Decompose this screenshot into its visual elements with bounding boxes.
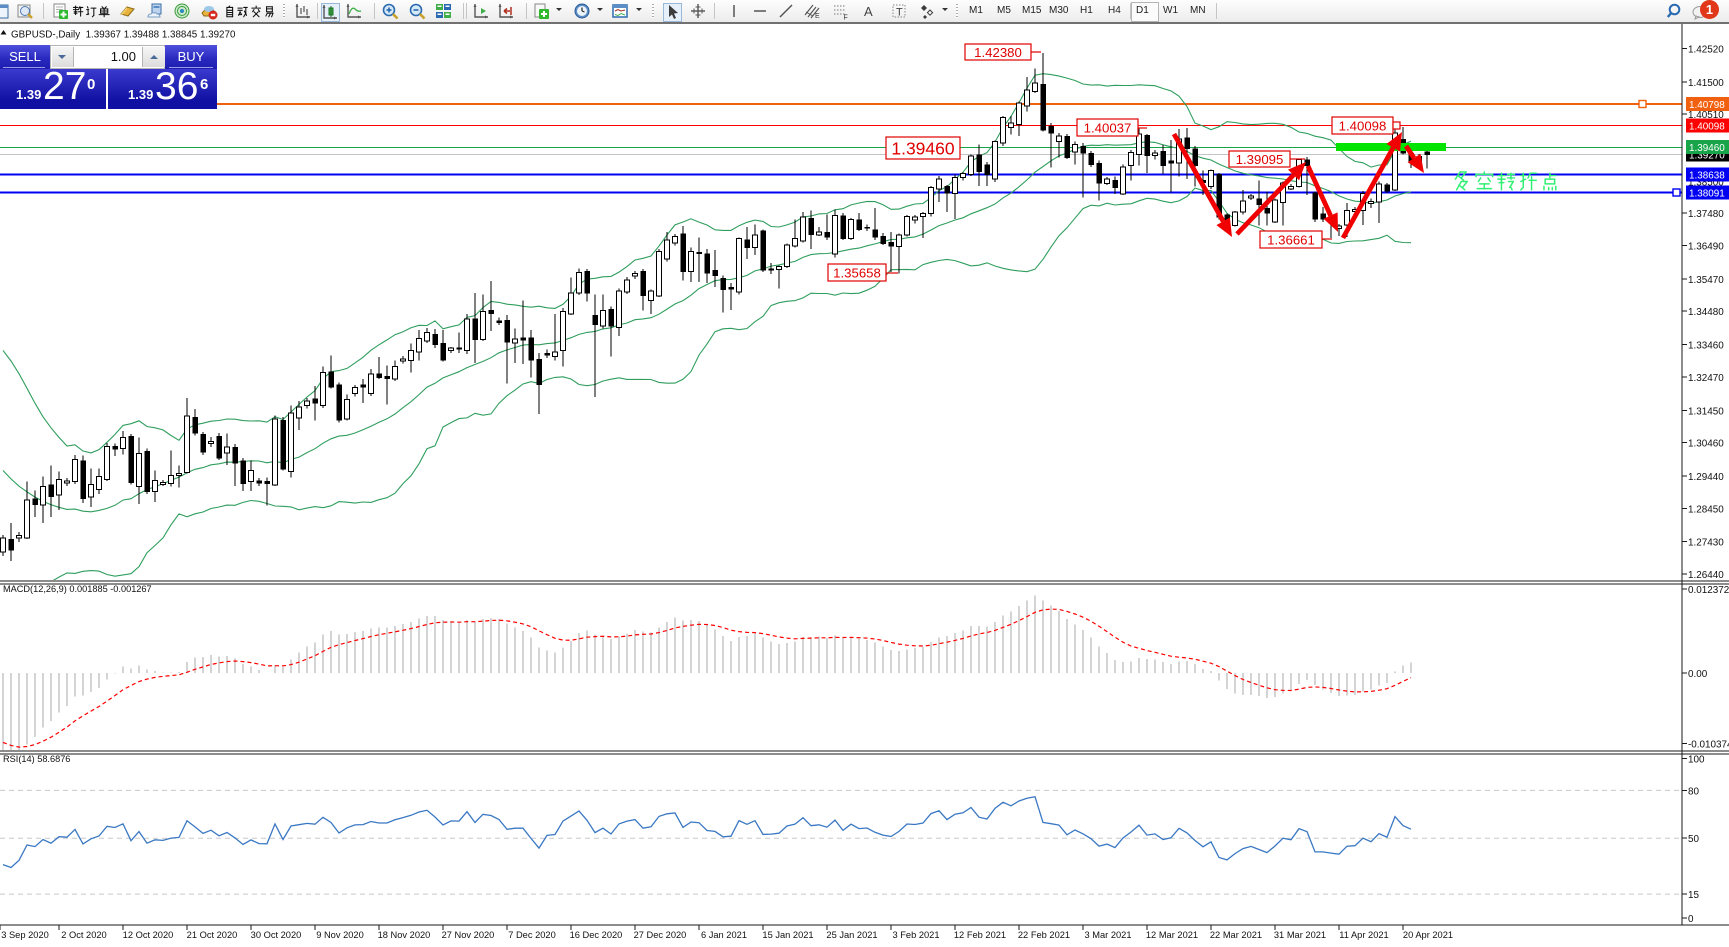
svg-text:1.39460: 1.39460 <box>891 138 955 158</box>
svg-text:1.36490: 1.36490 <box>1688 242 1724 253</box>
svg-text:20 Apr 2021: 20 Apr 2021 <box>1403 930 1453 940</box>
svg-text:1.41500: 1.41500 <box>1688 78 1724 89</box>
svg-text:15: 15 <box>1688 890 1699 901</box>
svg-text:25 Jan 2021: 25 Jan 2021 <box>826 930 877 940</box>
svg-text:1.42380: 1.42380 <box>974 45 1022 60</box>
svg-text:50: 50 <box>1688 834 1699 845</box>
svg-text:0: 0 <box>1688 914 1694 925</box>
svg-text:-0.010374: -0.010374 <box>1688 739 1729 750</box>
svg-text:1.28450: 1.28450 <box>1688 504 1724 515</box>
svg-text:18 Nov 2020: 18 Nov 2020 <box>378 930 431 940</box>
svg-text:1.39270: 1.39270 <box>1689 151 1725 162</box>
svg-text:3 Sep 2020: 3 Sep 2020 <box>1 930 49 940</box>
svg-text:1.42520: 1.42520 <box>1688 45 1724 56</box>
svg-text:1.33460: 1.33460 <box>1688 341 1724 352</box>
svg-text:1.38638: 1.38638 <box>1689 171 1725 182</box>
svg-text:0.00: 0.00 <box>1688 669 1708 680</box>
svg-text:MACD(12,26,9) 0.001885 -0.0012: MACD(12,26,9) 0.001885 -0.001267 <box>3 584 152 594</box>
svg-text:1.40510: 1.40510 <box>1688 110 1724 121</box>
svg-text:1.39460: 1.39460 <box>1689 143 1725 154</box>
svg-text:RSI(14) 58.6876: RSI(14) 58.6876 <box>3 754 70 764</box>
svg-text:1.38091: 1.38091 <box>1689 189 1725 200</box>
svg-text:21 Oct 2020: 21 Oct 2020 <box>187 930 238 940</box>
svg-text:100: 100 <box>1688 755 1705 766</box>
svg-text:27 Nov 2020: 27 Nov 2020 <box>442 930 495 940</box>
svg-text:GBPUSD-,Daily 1.39367 1.39488: GBPUSD-,Daily 1.39367 1.39488 1.38845 1.… <box>11 30 236 41</box>
svg-text:12 Feb 2021: 12 Feb 2021 <box>954 930 1006 940</box>
svg-text:1.35470: 1.35470 <box>1688 275 1724 286</box>
svg-text:1.36661: 1.36661 <box>1267 232 1315 247</box>
svg-text:3 Mar 2021: 3 Mar 2021 <box>1084 930 1131 940</box>
svg-text:12 Oct 2020: 12 Oct 2020 <box>123 930 174 940</box>
svg-text:1.27430: 1.27430 <box>1688 538 1724 549</box>
svg-text:1.38500: 1.38500 <box>1688 178 1724 189</box>
svg-text:E: E <box>815 13 820 20</box>
svg-text:F: F <box>844 15 848 21</box>
svg-text:1.32470: 1.32470 <box>1688 373 1724 384</box>
svg-text:3 Feb 2021: 3 Feb 2021 <box>892 930 939 940</box>
svg-text:9 Nov 2020: 9 Nov 2020 <box>316 930 364 940</box>
svg-text:2 Oct 2020: 2 Oct 2020 <box>61 930 106 940</box>
svg-text:1.40037: 1.40037 <box>1084 120 1132 135</box>
svg-text:1.26440: 1.26440 <box>1688 570 1724 581</box>
svg-text:12 Mar 2021: 12 Mar 2021 <box>1146 930 1198 940</box>
svg-text:1.34480: 1.34480 <box>1688 307 1724 318</box>
svg-text:0.012372: 0.012372 <box>1688 585 1729 596</box>
svg-text:22 Feb 2021: 22 Feb 2021 <box>1018 930 1070 940</box>
svg-text:16 Dec 2020: 16 Dec 2020 <box>570 930 623 940</box>
svg-text:1.31450: 1.31450 <box>1688 406 1724 417</box>
svg-text:T: T <box>896 7 903 19</box>
svg-text:27 Dec 2020: 27 Dec 2020 <box>634 930 687 940</box>
svg-text:1.40098: 1.40098 <box>1339 118 1387 133</box>
svg-text:7 Dec 2020: 7 Dec 2020 <box>508 930 556 940</box>
svg-text:31 Mar 2021: 31 Mar 2021 <box>1274 930 1326 940</box>
svg-text:1.37480: 1.37480 <box>1688 209 1724 220</box>
svg-text:22 Mar 2021: 22 Mar 2021 <box>1210 930 1262 940</box>
svg-text:1.40098: 1.40098 <box>1689 122 1725 133</box>
svg-text:80: 80 <box>1688 786 1699 797</box>
svg-text:1.40798: 1.40798 <box>1689 100 1725 111</box>
svg-text:1.29440: 1.29440 <box>1688 472 1724 483</box>
svg-text:15 Jan 2021: 15 Jan 2021 <box>762 930 813 940</box>
svg-text:6 Jan 2021: 6 Jan 2021 <box>701 930 747 940</box>
svg-text:1.35658: 1.35658 <box>833 265 881 280</box>
svg-text:1.30460: 1.30460 <box>1688 439 1724 450</box>
svg-text:11 Apr 2021: 11 Apr 2021 <box>1339 930 1388 940</box>
svg-text:1.39095: 1.39095 <box>1236 152 1284 167</box>
svg-text:30 Oct 2020: 30 Oct 2020 <box>251 930 302 940</box>
